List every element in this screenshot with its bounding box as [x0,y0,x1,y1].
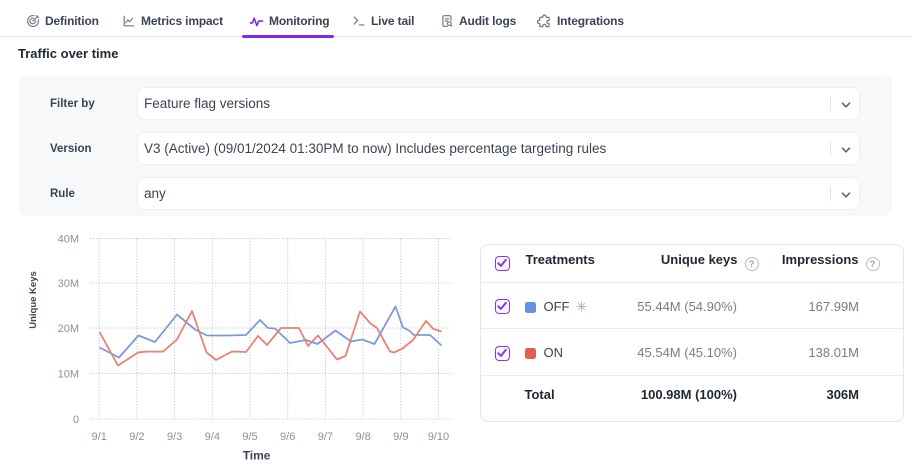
svg-text:10M: 10M [58,369,79,381]
svg-text:9/9: 9/9 [393,431,408,443]
svg-text:9/6: 9/6 [280,431,295,443]
svg-text:9/1: 9/1 [92,431,107,443]
svg-text:9/7: 9/7 [318,431,333,443]
svg-text:9/3: 9/3 [167,431,182,443]
svg-text:9/8: 9/8 [355,431,370,443]
svg-text:9/5: 9/5 [242,431,257,443]
svg-text:9/2: 9/2 [129,431,144,443]
svg-text:30M: 30M [58,278,79,290]
svg-text:Time: Time [243,449,271,463]
svg-text:9/4: 9/4 [205,431,220,443]
svg-text:20M: 20M [58,323,79,335]
svg-text:Unique Keys: Unique Keys [28,271,39,329]
svg-text:40M: 40M [58,234,79,246]
svg-text:9/10: 9/10 [428,431,449,443]
svg-text:0: 0 [73,414,79,426]
